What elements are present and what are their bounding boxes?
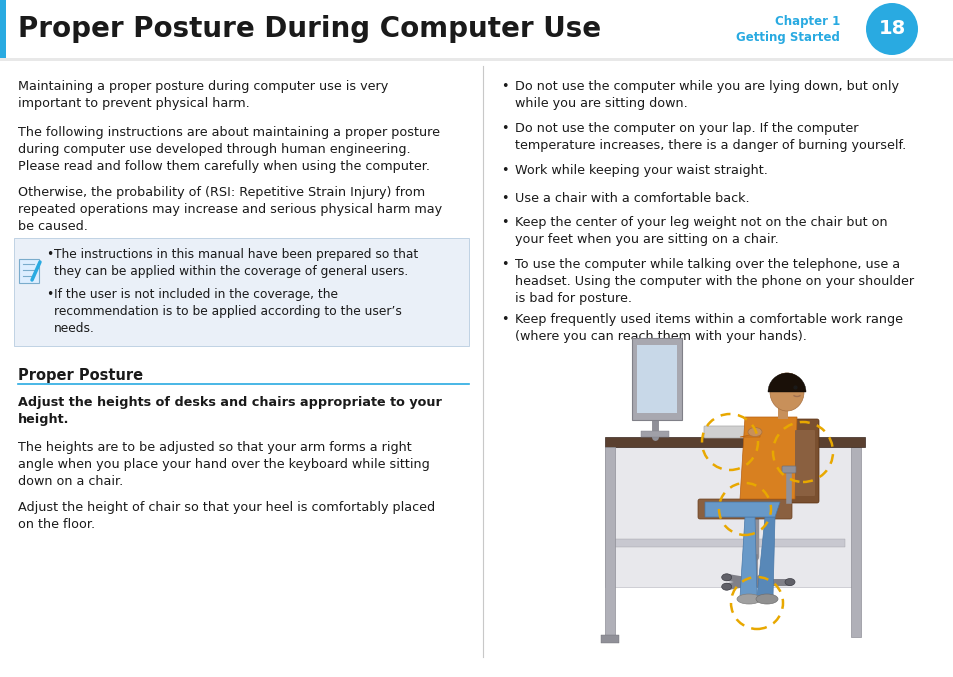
Polygon shape xyxy=(740,417,796,499)
Text: Work while keeping your waist straight.: Work while keeping your waist straight. xyxy=(515,164,767,177)
Text: •: • xyxy=(46,248,53,261)
Bar xyxy=(0,58,953,61)
Bar xyxy=(850,447,861,637)
FancyBboxPatch shape xyxy=(703,426,765,438)
Wedge shape xyxy=(767,373,805,392)
Text: Otherwise, the probability of (RSI: Repetitive Strain Injury) from
repeated oper: Otherwise, the probability of (RSI: Repe… xyxy=(18,186,441,233)
Text: The heights are to be adjusted so that your arm forms a right
angle when you pla: The heights are to be adjusted so that y… xyxy=(18,441,429,488)
Bar xyxy=(640,431,668,437)
Bar xyxy=(604,437,864,447)
Text: To use the computer while talking over the telephone, use a
headset. Using the c: To use the computer while talking over t… xyxy=(515,258,913,305)
Ellipse shape xyxy=(769,373,803,411)
Circle shape xyxy=(865,3,917,55)
Ellipse shape xyxy=(720,574,731,581)
Ellipse shape xyxy=(747,427,761,437)
Text: •: • xyxy=(500,192,508,205)
Ellipse shape xyxy=(760,571,770,578)
Text: If the user is not included in the coverage, the
recommendation is to be applied: If the user is not included in the cover… xyxy=(54,288,401,335)
Text: Do not use the computer on your lap. If the computer
temperature increases, ther: Do not use the computer on your lap. If … xyxy=(515,122,905,152)
Text: Proper Posture: Proper Posture xyxy=(18,368,143,383)
Text: Use a chair with a comfortable back.: Use a chair with a comfortable back. xyxy=(515,192,749,205)
Polygon shape xyxy=(757,517,774,597)
Ellipse shape xyxy=(784,579,794,586)
Polygon shape xyxy=(740,429,760,437)
Bar xyxy=(615,539,844,547)
Ellipse shape xyxy=(720,583,731,590)
Text: Proper Posture During Computer Use: Proper Posture During Computer Use xyxy=(18,15,600,43)
Bar xyxy=(0,0,953,58)
Text: •: • xyxy=(500,313,508,326)
Text: Do not use the computer while you are lying down, but only
while you are sitting: Do not use the computer while you are ly… xyxy=(515,80,898,110)
Bar xyxy=(604,447,854,587)
Text: Getting Started: Getting Started xyxy=(736,30,840,43)
FancyBboxPatch shape xyxy=(781,466,795,473)
Ellipse shape xyxy=(737,594,760,604)
Polygon shape xyxy=(704,502,780,517)
Text: •: • xyxy=(500,80,508,93)
Text: •: • xyxy=(500,122,508,135)
Text: •: • xyxy=(500,164,508,177)
FancyBboxPatch shape xyxy=(14,238,469,346)
Text: •: • xyxy=(500,216,508,229)
Text: Chapter 1: Chapter 1 xyxy=(774,14,840,28)
Polygon shape xyxy=(740,517,757,597)
Text: Maintaining a proper posture during computer use is very
important to prevent ph: Maintaining a proper posture during comp… xyxy=(18,80,388,110)
Bar xyxy=(604,447,615,637)
Text: •: • xyxy=(500,258,508,271)
Text: 18: 18 xyxy=(878,20,904,39)
Bar xyxy=(637,345,677,413)
Text: •: • xyxy=(46,288,53,301)
FancyBboxPatch shape xyxy=(19,259,39,283)
Text: Keep frequently used items within a comfortable work range
(where you can reach : Keep frequently used items within a comf… xyxy=(515,313,902,343)
FancyBboxPatch shape xyxy=(631,338,681,420)
FancyBboxPatch shape xyxy=(794,430,814,496)
Bar xyxy=(778,405,787,419)
FancyBboxPatch shape xyxy=(790,419,818,503)
Ellipse shape xyxy=(760,586,770,593)
Text: The instructions in this manual have been prepared so that
they can be applied w: The instructions in this manual have bee… xyxy=(54,248,417,278)
Text: Adjust the height of chair so that your heel is comfortably placed
on the floor.: Adjust the height of chair so that your … xyxy=(18,501,435,531)
Text: The following instructions are about maintaining a proper posture
during compute: The following instructions are about mai… xyxy=(18,126,439,173)
Text: Adjust the heights of desks and chairs appropriate to your
height.: Adjust the heights of desks and chairs a… xyxy=(18,396,441,426)
FancyBboxPatch shape xyxy=(698,499,791,519)
Bar xyxy=(600,635,618,643)
Bar xyxy=(0,0,6,58)
Text: Keep the center of your leg weight not on the chair but on
your feet when you ar: Keep the center of your leg weight not o… xyxy=(515,216,886,246)
Ellipse shape xyxy=(755,594,778,604)
